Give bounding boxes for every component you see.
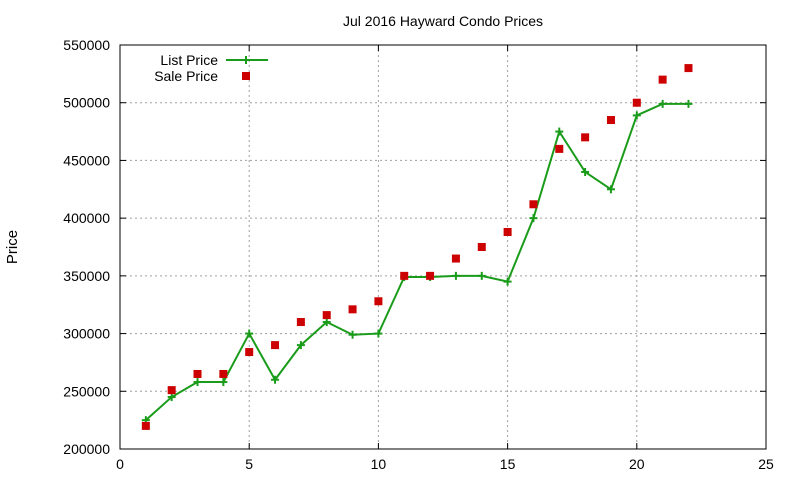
sale-price-point bbox=[477, 243, 486, 251]
sale-price-point bbox=[193, 369, 202, 378]
list-price-point bbox=[503, 277, 512, 286]
sale-price-point bbox=[555, 144, 564, 153]
x-tick-label: 0 bbox=[116, 456, 124, 472]
list-price-point bbox=[193, 378, 202, 387]
list-price-point bbox=[529, 214, 538, 223]
list-price-point bbox=[348, 330, 357, 339]
series-list-price bbox=[141, 99, 693, 425]
x-tick-label: 20 bbox=[629, 456, 645, 472]
sale-price-point bbox=[322, 311, 331, 320]
list-price-point bbox=[245, 329, 254, 338]
list-price-point bbox=[451, 271, 460, 280]
series-layer bbox=[141, 64, 693, 430]
sale-price-point bbox=[529, 200, 538, 209]
sale-price-point bbox=[141, 421, 150, 430]
axis-ticks: 0 5 10 15 20 25 200000 250000 300000 350000 400000… bbox=[63, 37, 774, 472]
x-tick-label: 10 bbox=[371, 456, 387, 472]
list-price-point bbox=[296, 341, 305, 350]
legend-label: Sale Price bbox=[154, 68, 218, 84]
legend-label: List Price bbox=[160, 52, 218, 68]
y-tick-label: 350000 bbox=[63, 268, 110, 284]
sale-price-point bbox=[245, 348, 254, 357]
chart-title: Jul 2016 Hayward Condo Prices bbox=[343, 13, 543, 29]
sale-price-point bbox=[374, 297, 383, 306]
sale-price-point bbox=[581, 133, 590, 142]
list-price-point bbox=[606, 185, 615, 194]
list-price-point bbox=[374, 329, 383, 338]
list-price-point bbox=[322, 318, 331, 327]
x-tick-label: 5 bbox=[245, 456, 253, 472]
legend-plus-swatch bbox=[242, 56, 250, 64]
y-tick-label: 450000 bbox=[63, 152, 110, 168]
sale-price-point bbox=[632, 98, 641, 107]
grid-lines bbox=[120, 45, 766, 449]
list-price-point bbox=[271, 375, 280, 384]
sale-price-point bbox=[219, 369, 228, 378]
plot-frame bbox=[119, 44, 767, 450]
sale-price-point bbox=[684, 64, 693, 73]
list-price-point bbox=[555, 127, 564, 136]
y-tick-label: 300000 bbox=[63, 326, 110, 342]
list-price-point bbox=[167, 393, 176, 402]
series-sale-price bbox=[141, 64, 693, 430]
legend-square-swatch bbox=[242, 72, 250, 80]
y-tick-label: 250000 bbox=[63, 383, 110, 399]
list-price-point bbox=[632, 111, 641, 120]
sale-price-point bbox=[426, 271, 435, 280]
list-price-point bbox=[658, 99, 667, 108]
list-price-line bbox=[145, 102, 689, 421]
x-tick-label: 25 bbox=[758, 456, 774, 472]
y-tick-label: 500000 bbox=[63, 95, 110, 111]
list-price-point bbox=[684, 99, 693, 108]
list-price-point bbox=[581, 167, 590, 176]
sale-price-point bbox=[606, 116, 615, 125]
sale-price-point bbox=[167, 386, 176, 395]
list-price-point bbox=[477, 271, 486, 280]
y-tick-label: 200000 bbox=[63, 441, 110, 457]
sale-price-point bbox=[658, 75, 667, 84]
sale-price-point bbox=[503, 227, 512, 236]
x-tick-label: 15 bbox=[500, 456, 516, 472]
sale-price-point bbox=[271, 341, 280, 350]
y-axis-label: Price bbox=[4, 230, 21, 264]
sale-price-point bbox=[296, 318, 305, 327]
y-tick-label: 550000 bbox=[63, 37, 110, 53]
sale-price-point bbox=[348, 305, 357, 314]
list-price-point bbox=[219, 378, 228, 387]
y-tick-label: 400000 bbox=[63, 210, 110, 226]
sale-price-point bbox=[400, 271, 409, 280]
sale-price-point bbox=[451, 254, 460, 263]
